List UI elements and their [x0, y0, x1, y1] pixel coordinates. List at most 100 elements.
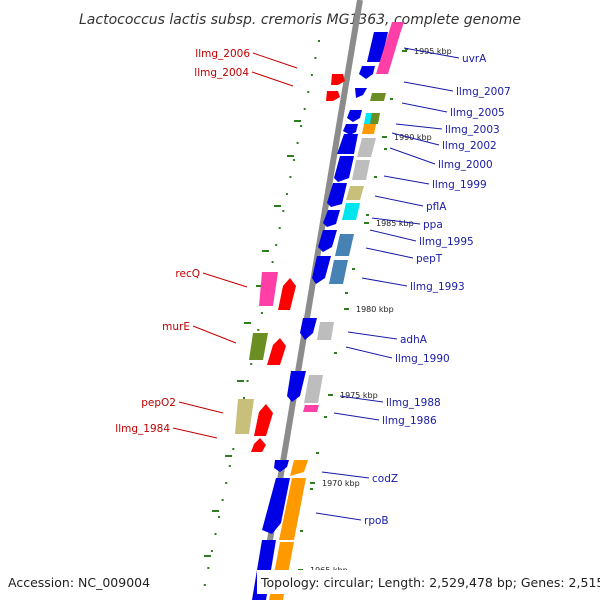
forward-arrow[interactable] — [300, 318, 317, 340]
gene-label-llmg_1984[interactable]: llmg_1984 — [115, 423, 170, 435]
gene-block-llmg_2005-b[interactable] — [370, 113, 380, 124]
map-title: Lactococcus lactis subsp. cremoris MG136… — [79, 12, 521, 28]
label-leader — [401, 102, 448, 113]
feature-tick — [318, 40, 320, 42]
feature-tick — [204, 555, 211, 557]
gene-label-llmg_1993[interactable]: llmg_1993 — [410, 281, 465, 293]
gene-block-llmg_1995[interactable] — [335, 234, 354, 256]
gene-label-llmg_1988[interactable]: llmg_1988 — [386, 397, 441, 409]
feature-tick — [250, 363, 253, 365]
gene-label-llmg_2004[interactable]: llmg_2004 — [194, 67, 249, 79]
gene-block-uvrA[interactable] — [376, 22, 404, 74]
feature-tick — [405, 48, 408, 50]
gene-block-murE[interactable] — [249, 333, 268, 360]
gene-label-llmg_2002[interactable]: llmg_2002 — [442, 140, 497, 152]
reverse-arrow[interactable] — [267, 338, 286, 365]
gene-block-llmg_2003[interactable] — [362, 124, 376, 134]
gene-block-llmg_2000[interactable] — [352, 160, 370, 180]
reverse-arrow[interactable] — [254, 404, 273, 436]
scale-label: 1970 kbp — [322, 479, 360, 488]
gene-label-pflA[interactable]: pflA — [426, 201, 447, 213]
feature-tick — [384, 148, 387, 150]
gene-block-pflA[interactable] — [342, 203, 360, 220]
gene-label-llmg_2003[interactable]: llmg_2003 — [445, 124, 500, 136]
label-leader — [252, 52, 298, 69]
gene-label-adhA[interactable]: adhA — [400, 334, 428, 346]
gene-label-uvrA[interactable]: uvrA — [462, 53, 487, 65]
gene-label-llmg_1990[interactable]: llmg_1990 — [395, 353, 450, 365]
reverse-arrow[interactable] — [326, 91, 340, 101]
footer-topology-bg — [257, 570, 597, 594]
feature-tick — [324, 416, 327, 418]
gene-label-llmg_1999[interactable]: llmg_1999 — [432, 179, 487, 191]
forward-arrow[interactable] — [337, 134, 358, 154]
forward-arrow[interactable] — [334, 156, 354, 182]
forward-arrow[interactable] — [262, 478, 290, 534]
feature-tick — [278, 227, 281, 229]
feature-tick — [237, 380, 244, 382]
gene-label-pepT[interactable]: pepT — [416, 253, 443, 265]
feature-tick — [243, 397, 245, 399]
gene-label-llmg_1986[interactable]: llmg_1986 — [382, 415, 437, 427]
feature-tick — [260, 312, 263, 314]
gene-block-codZ[interactable] — [290, 460, 308, 476]
gene-block-llmg_1999[interactable] — [346, 186, 364, 200]
gene-block-pepO2[interactable] — [235, 399, 254, 434]
forward-arrow[interactable] — [312, 256, 331, 284]
gene-block-llmg_2002[interactable] — [357, 138, 376, 157]
feature-tick — [352, 268, 355, 270]
reverse-arrow[interactable] — [278, 278, 296, 310]
forward-arrow[interactable] — [318, 230, 337, 252]
label-leader — [339, 395, 384, 403]
gene-label-recQ[interactable]: recQ — [175, 268, 200, 280]
feature-tick — [296, 142, 299, 144]
gene-label-codZ[interactable]: codZ — [372, 473, 398, 485]
gene-label-llmg_2000[interactable]: llmg_2000 — [438, 159, 493, 171]
forward-arrow[interactable] — [323, 210, 340, 227]
forward-arrow[interactable] — [287, 371, 306, 402]
label-leader — [369, 229, 417, 242]
reverse-arrow[interactable] — [251, 438, 266, 452]
forward-gene-labels: uvrA llmg_2007 llmg_2005 llmg_2003 llmg_2002… — [315, 47, 511, 527]
feature-tick — [225, 482, 228, 484]
gene-block-recQ[interactable] — [259, 272, 278, 306]
feature-tick — [282, 210, 285, 212]
footer-accession: Accession: NC_009004 — [8, 575, 150, 590]
footer-topology: Topology: circular; Length: 2,529,478 bp… — [260, 575, 600, 590]
feature-tick — [310, 74, 313, 76]
forward-arrow[interactable] — [355, 88, 367, 98]
gene-label-ppa[interactable]: ppa — [423, 219, 443, 231]
feature-tick — [390, 98, 393, 100]
gene-block-adhA[interactable] — [317, 322, 334, 340]
feature-tick — [221, 499, 224, 501]
gene-block-llmg_1986[interactable] — [303, 405, 319, 412]
feature-tick — [345, 292, 348, 294]
gene-block-llmg_1988[interactable] — [304, 375, 323, 403]
reverse-gene-labels: llmg_2006 llmg_2004 recQ murE pepO2 llmg_1984 — [115, 48, 298, 439]
gene-label-pepO2[interactable]: pepO2 — [141, 397, 176, 409]
label-leader — [371, 217, 421, 225]
gene-block-rpoB[interactable] — [279, 478, 306, 540]
gene-label-murE[interactable]: murE — [162, 321, 190, 333]
reverse-strand-lane — [235, 74, 345, 452]
label-leader — [251, 71, 294, 87]
reverse-arrow[interactable] — [331, 74, 345, 85]
feature-tick — [374, 176, 377, 178]
gene-block-llmg_2007[interactable] — [370, 93, 386, 101]
feature-tick — [289, 176, 292, 178]
forward-arrow[interactable] — [274, 460, 289, 472]
gene-label-rpoB[interactable]: rpoB — [364, 515, 389, 527]
forward-arrow[interactable] — [327, 183, 347, 207]
gene-label-llmg_2005[interactable]: llmg_2005 — [450, 107, 505, 119]
gene-label-llmg_1995[interactable]: llmg_1995 — [419, 236, 474, 248]
feature-tick — [225, 455, 232, 457]
label-leader — [383, 175, 430, 185]
feature-tick — [271, 261, 274, 263]
gene-block-llmg_1993[interactable] — [329, 260, 348, 284]
gene-label-llmg_2006[interactable]: llmg_2006 — [195, 48, 250, 60]
forward-arrow[interactable] — [343, 124, 358, 135]
forward-arrow[interactable] — [359, 66, 375, 79]
gene-label-llmg_2007[interactable]: llmg_2007 — [456, 86, 511, 98]
forward-arrow[interactable] — [347, 110, 362, 122]
